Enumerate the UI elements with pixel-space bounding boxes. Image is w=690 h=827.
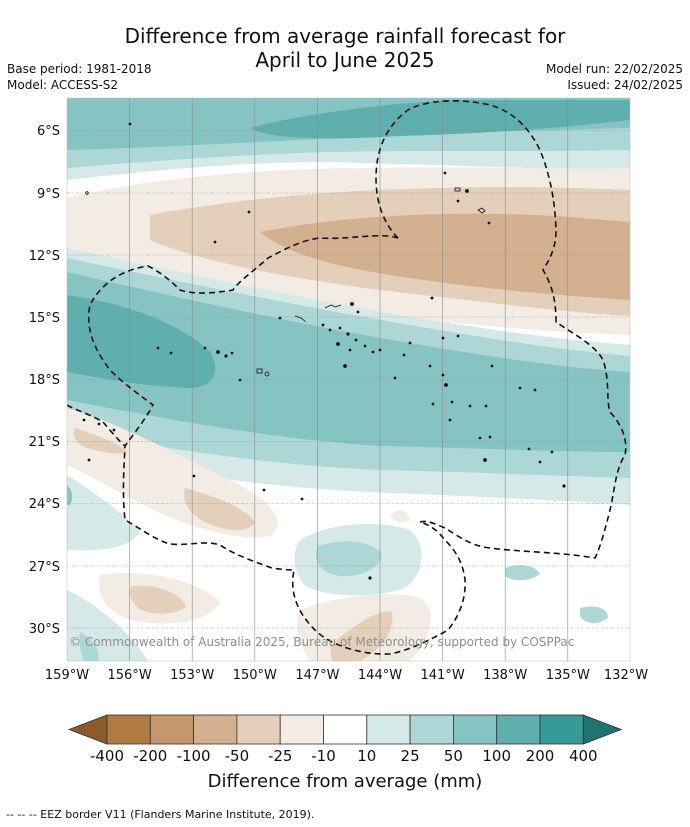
- lat-labels: 6°S 9°S 12°S 15°S 18°S 21°S 24°S 27°S 30…: [29, 124, 60, 637]
- lat-label-15s: 15°S: [29, 311, 60, 326]
- lon-label-147w: 147°W: [295, 668, 339, 683]
- copyright-notice: © Commonwealth of Australia 2025, Bureau…: [69, 635, 574, 649]
- dry-band-inner: [260, 213, 630, 300]
- colorbar-tick-label: -200: [133, 747, 167, 765]
- issued-date: Issued: 24/02/2025: [567, 78, 683, 92]
- colorbar-tick-label: -10: [311, 747, 336, 765]
- colorbar-extension-low: [67, 714, 108, 745]
- map-frame: [66, 97, 631, 662]
- dry-patch-se-inner: [330, 611, 393, 661]
- lat-label-24s: 24°S: [29, 497, 60, 512]
- colorbar-cell: [409, 714, 454, 745]
- model-run-date: Model run: 22/02/2025: [545, 62, 683, 76]
- colorbar-tick-label: -100: [177, 747, 211, 765]
- colorbar-label: Difference from average (mm): [207, 771, 483, 792]
- dry-patch-sw-inner: [184, 488, 255, 531]
- wet-patch-far-sw-inner: [79, 632, 99, 661]
- colorbar-cell: [452, 714, 498, 745]
- dry-patch-mid: [390, 509, 410, 523]
- wet-core-central: [67, 295, 216, 388]
- colorbar-cell: [149, 714, 195, 745]
- colorbar-cell: [496, 714, 541, 745]
- lon-label-153w: 153°W: [170, 668, 214, 683]
- lat-label-12s: 12°S: [29, 249, 60, 264]
- colorbar-cell: [193, 714, 238, 745]
- lat-label-6s: 6°S: [37, 124, 60, 139]
- colorbar-tick-label: -50: [225, 747, 250, 765]
- colorbar-tick-label: -400: [90, 747, 124, 765]
- colorbar-tick-label: 10: [357, 747, 376, 765]
- lat-label-30s: 30°S: [29, 622, 60, 637]
- wet-patch-s-inner: [316, 541, 382, 577]
- colorbar-tick-label: -25: [268, 747, 293, 765]
- lon-labels: 159°W 156°W 153°W 150°W 147°W 144°W 141°…: [45, 668, 648, 683]
- wet-core-north: [250, 100, 630, 139]
- colorbar-tick-label: 100: [482, 747, 511, 765]
- lon-label-150w: 150°W: [233, 668, 277, 683]
- graticule: [67, 98, 630, 661]
- lat-label-21s: 21°S: [29, 435, 60, 450]
- dry-patch-w: [73, 428, 128, 454]
- lat-label-9s: 9°S: [37, 187, 60, 202]
- colorbar-cell: [366, 714, 411, 745]
- map-title-line2: April to June 2025: [255, 48, 435, 72]
- colorbar-tick-label: 200: [526, 747, 555, 765]
- map-area: © Commonwealth of Australia 2025, Bureau…: [67, 98, 630, 661]
- lon-label-135w: 135°W: [546, 668, 590, 683]
- colorbar-cell: [539, 714, 584, 745]
- map-title-line1: Difference from average rainfall forecas…: [124, 24, 566, 48]
- colorbar: -400 -200 -100 -50 -25 -10 10 25 50 100 200 400: [67, 714, 623, 765]
- wet-patch-far-w: [67, 485, 73, 505]
- colorbar-cell: [106, 714, 151, 745]
- wet-patch-e: [505, 565, 540, 581]
- model-name: Model: ACCESS-S2: [7, 78, 119, 92]
- base-period: Base period: 1981-2018: [7, 62, 152, 76]
- colorbar-extension-high: [582, 714, 623, 745]
- wet-patch-sw-edge: [67, 475, 140, 551]
- colorbar-cell: [279, 714, 324, 745]
- wet-patch-ee: [580, 606, 608, 624]
- eez-legend: -- -- -- EEZ border V11 (Flanders Marine…: [6, 808, 315, 821]
- lon-label-159w: 159°W: [45, 668, 89, 683]
- colorbar-tick-label: 400: [569, 747, 598, 765]
- lat-label-18s: 18°S: [29, 373, 60, 388]
- lon-label-132w: 132°W: [604, 668, 648, 683]
- lat-label-27s: 27°S: [29, 560, 60, 575]
- colorbar-tick-label: 25: [401, 747, 420, 765]
- colorbar-cell: [236, 714, 281, 745]
- lon-label-141w: 141°W: [421, 668, 465, 683]
- colorbar-tick-label: 50: [444, 747, 463, 765]
- lon-label-138w: 138°W: [483, 668, 527, 683]
- colorbar-cell: [323, 714, 368, 745]
- lon-label-156w: 156°W: [108, 668, 152, 683]
- dry-patch-s-inner: [130, 585, 186, 614]
- islands: [82, 122, 566, 580]
- eez-borders: [67, 100, 627, 655]
- lon-label-144w: 144°W: [358, 668, 402, 683]
